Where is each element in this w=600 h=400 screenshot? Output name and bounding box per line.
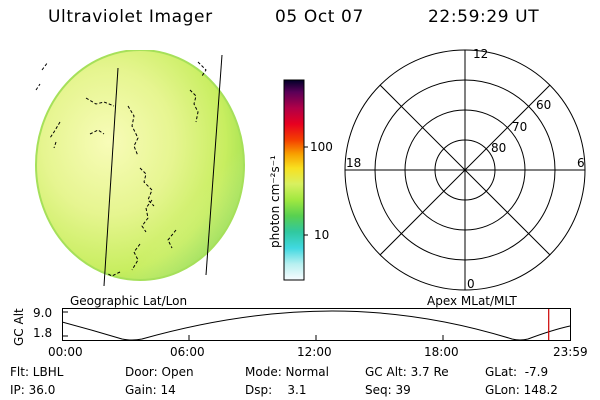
colorbar-tick-100: 100	[310, 140, 333, 154]
time-tick-0000: 00:00	[48, 345, 83, 359]
uv-earth-image	[35, 50, 245, 287]
geo-longitude-line	[205, 54, 223, 276]
mlt-label-18: 18	[346, 156, 362, 170]
mlt-label-12: 12	[473, 47, 489, 61]
photon-flux-colorbar	[283, 79, 308, 281]
glat-info: GLat: -7.9	[485, 365, 549, 379]
dsp-info: Dsp: 3.1	[245, 383, 307, 397]
colorbar-unit-label: photon cm⁻²s⁻¹	[268, 155, 282, 248]
altitude-min-label: 1.8	[33, 326, 53, 340]
door-info: Door: Open	[125, 365, 194, 379]
orbit-altitude-strip	[62, 308, 571, 341]
mode-info: Mode: Normal	[245, 365, 329, 379]
time-tick-2359: 23:59	[553, 345, 588, 359]
apex-polar-plot	[344, 49, 586, 291]
glon-info: GLon: 148.2	[485, 383, 558, 397]
coastline-outlines	[35, 61, 207, 277]
geographic-grid-label: Geographic Lat/Lon	[70, 294, 188, 308]
image-time: 22:59:29 UT	[428, 7, 540, 27]
time-tick-1200: 12:00	[297, 345, 332, 359]
altitude-curve	[62, 310, 571, 341]
time-tick-1800: 18:00	[424, 345, 459, 359]
ip-info: IP: 36.0	[10, 383, 56, 397]
altitude-max-label: 9.0	[33, 306, 53, 320]
gain-info: Gain: 14	[125, 383, 176, 397]
apex-grid-label: Apex MLat/MLT	[427, 294, 517, 308]
mlt-label-0: 0	[467, 277, 475, 291]
lat-label-70: 70	[512, 120, 528, 134]
altitude-axis-title: GC Alt	[12, 308, 26, 346]
lat-label-60: 60	[536, 98, 552, 112]
time-tick-0600: 06:00	[170, 345, 205, 359]
seq-info: Seq: 39	[365, 383, 411, 397]
gc-alt-info: GC Alt: 3.7 Re	[365, 365, 449, 379]
instrument-title: Ultraviolet Imager	[48, 7, 213, 27]
filter-info: Flt: LBHL	[10, 365, 64, 379]
geo-longitude-line	[103, 67, 119, 287]
mlt-label-6: 6	[577, 156, 585, 170]
colorbar-tick-10: 10	[314, 228, 330, 242]
lat-label-80: 80	[491, 141, 507, 155]
image-date: 05 Oct 07	[275, 7, 364, 27]
